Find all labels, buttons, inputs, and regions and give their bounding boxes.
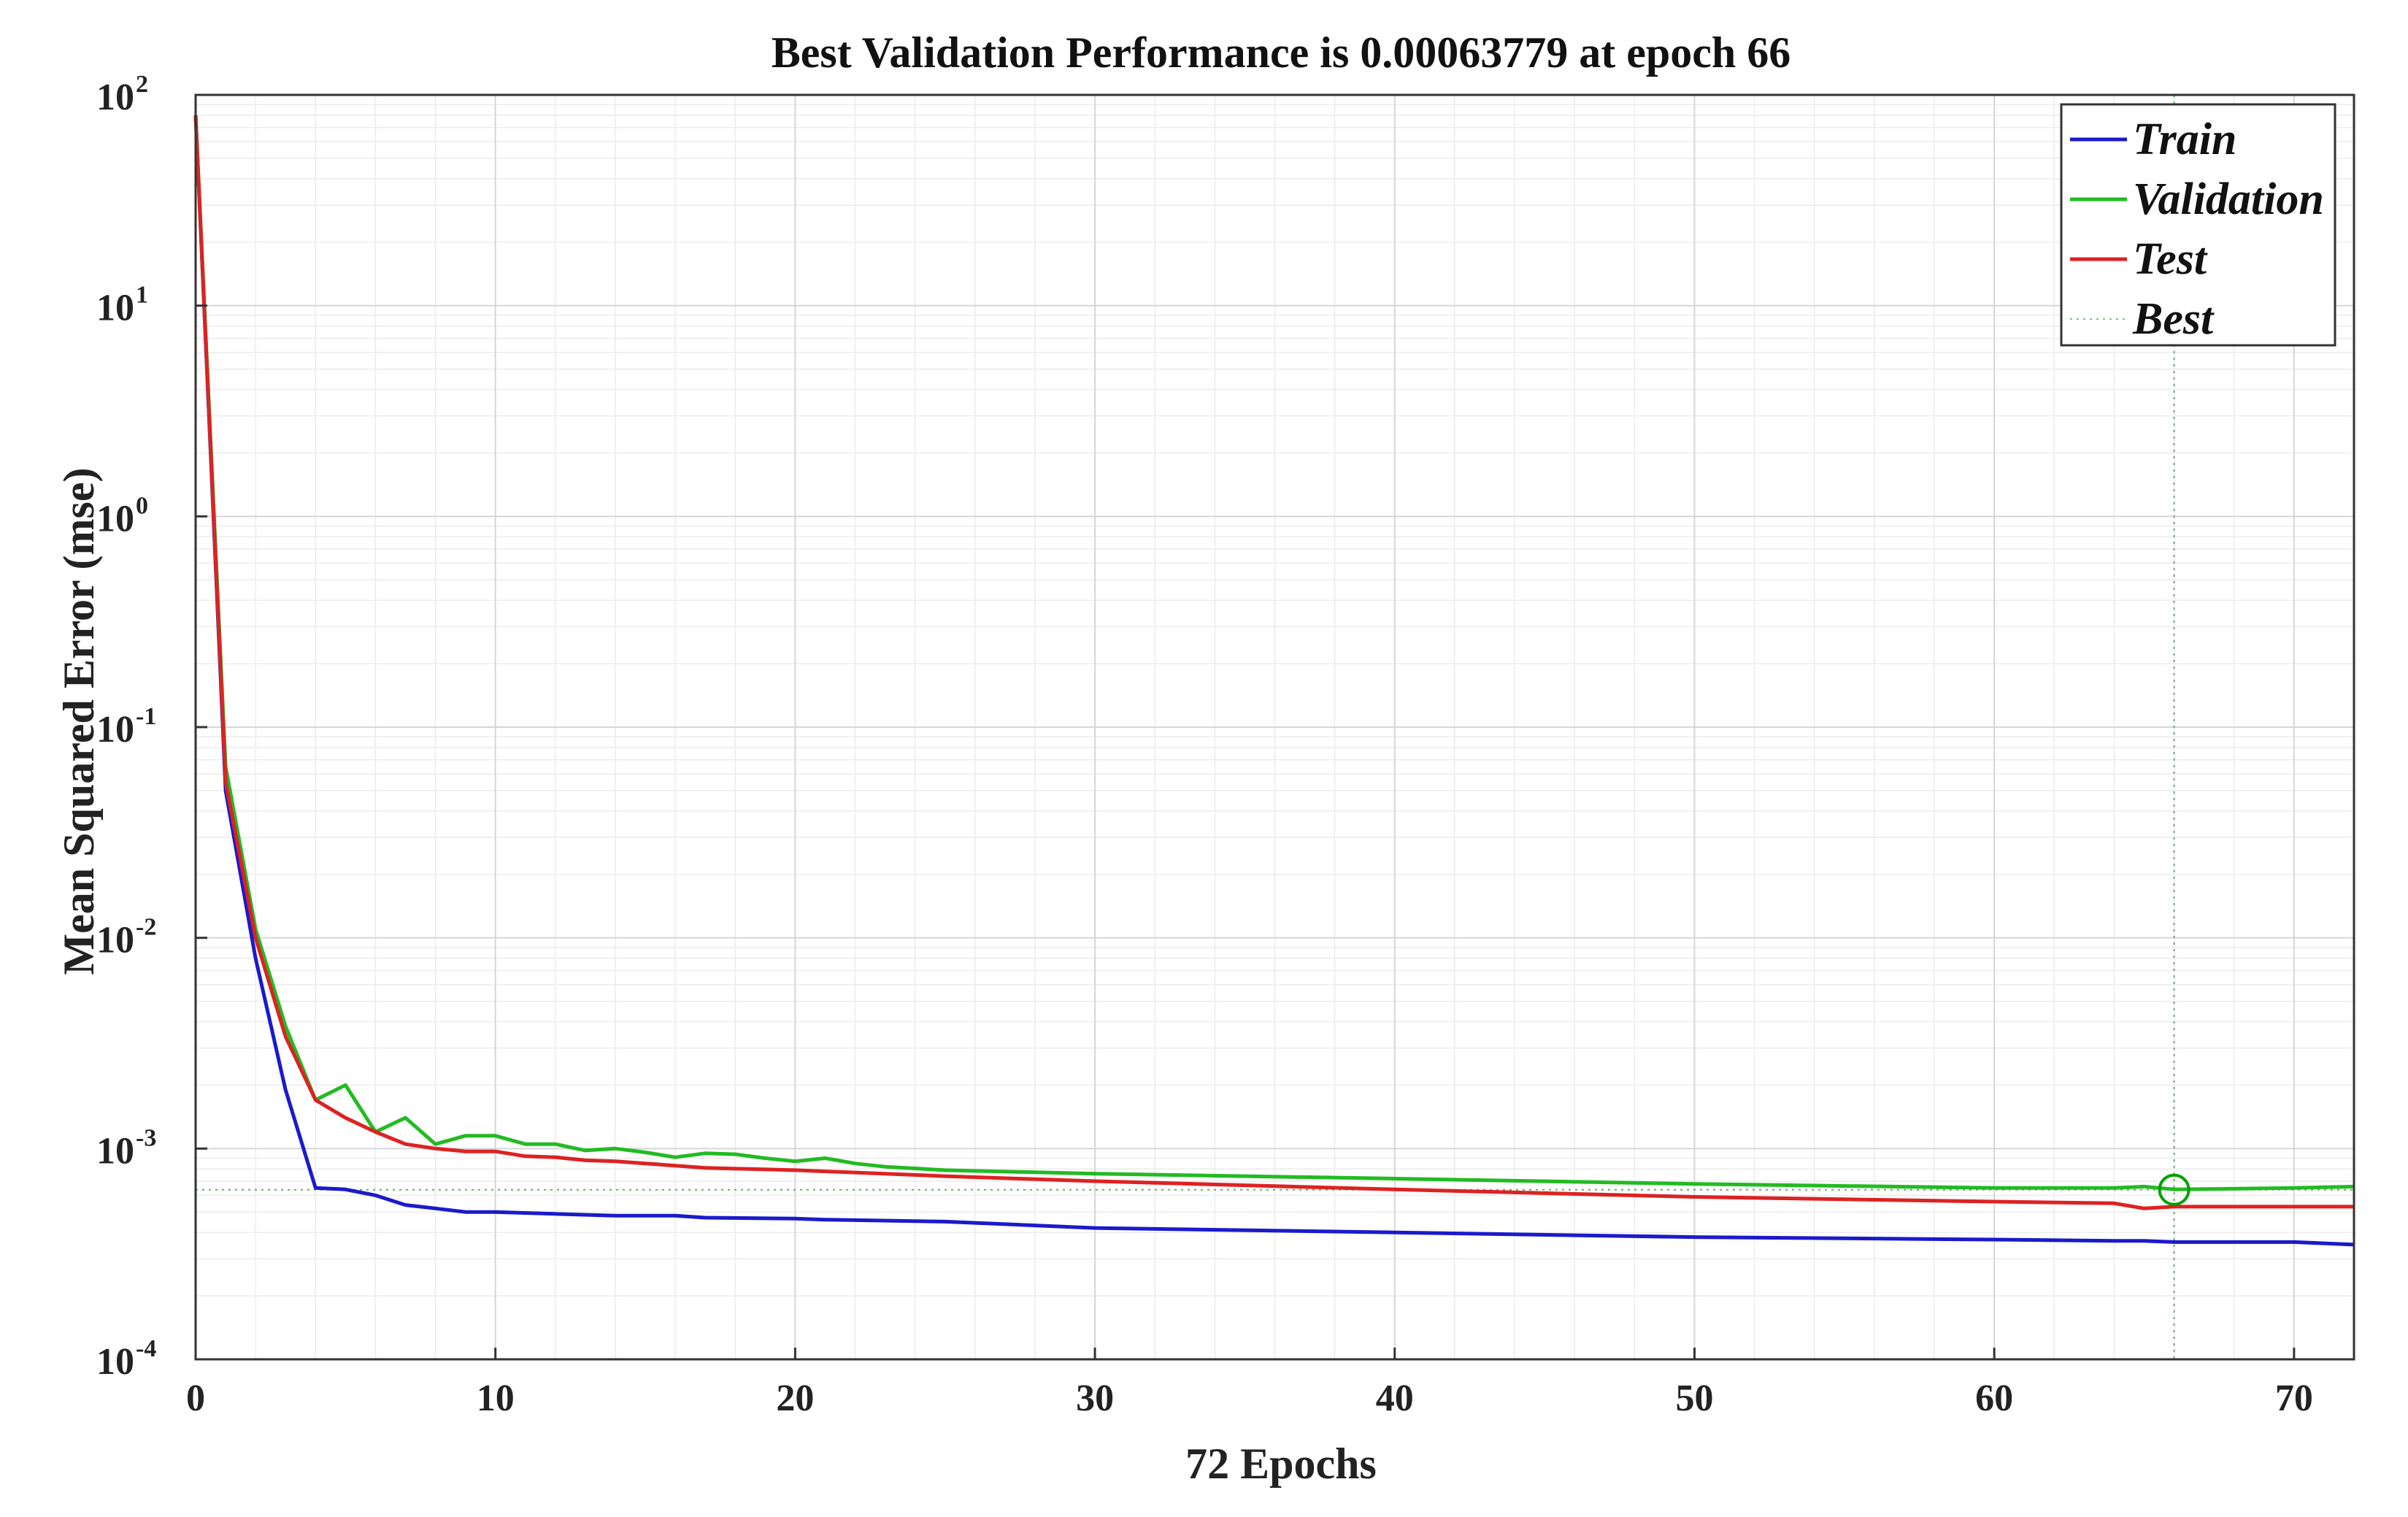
y-tick-base: 10 [96,288,134,329]
y-tick-base: 10 [96,1341,134,1383]
legend-label-validation: Validation [2133,174,2324,224]
y-tick-exponent: -4 [136,1335,156,1362]
series-line-train [193,115,2355,1247]
y-tick-label: 10 [96,1130,134,1172]
y-tick-exponent: -3 [136,1124,156,1151]
x-axis-label: 72 Epochs [1185,1440,1377,1488]
y-tick-base: 10 [96,498,134,539]
y-tick-label: 10 [96,709,134,750]
legend: Train Validation Test Best [2060,103,2336,347]
y-tick-label: 10 [96,1341,134,1383]
legend-label-best: Best [2132,294,2215,344]
y-tick-label: 10 [96,920,134,961]
y-tick-exponent: 2 [136,71,148,98]
x-tick-label: 60 [1975,1378,2013,1419]
y-tick-exponent: -2 [136,914,156,941]
legend-label-test: Test [2133,234,2208,284]
x-tick-label: 70 [2275,1378,2313,1419]
best-point-marker [2158,1173,2190,1206]
x-tick-label: 40 [1376,1378,1414,1419]
axes [194,93,2355,1361]
y-tick-exponent: -1 [136,703,156,730]
x-tick-label: 10 [477,1378,515,1419]
y-tick-exponent: 1 [136,282,148,309]
legend-label-train: Train [2133,115,2236,164]
y-tick-base: 10 [96,1130,134,1172]
y-tick-base: 10 [96,920,134,961]
x-tick-label: 0 [186,1378,205,1419]
chart-title: Best Validation Performance is 0.0006377… [772,28,1791,77]
series-line-validation [193,115,2355,1191]
x-tick-label: 20 [776,1378,814,1419]
x-tick-label: 30 [1076,1378,1114,1419]
legend-box [2060,103,2336,347]
grid-lines [195,94,2355,1360]
y-tick-exponent: 0 [136,492,148,519]
y-tick-label: 10 [96,77,134,118]
series-line-test [193,115,2354,1210]
y-tick-base: 10 [96,77,134,118]
x-tick-label: 50 [1675,1378,1713,1419]
y-tick-label: 10 [96,288,134,329]
y-tick-label: 10 [96,498,134,539]
y-axis-label: Mean Squared Error (mse) [55,468,103,975]
series-lines [193,95,2355,1359]
y-tick-base: 10 [96,709,134,750]
